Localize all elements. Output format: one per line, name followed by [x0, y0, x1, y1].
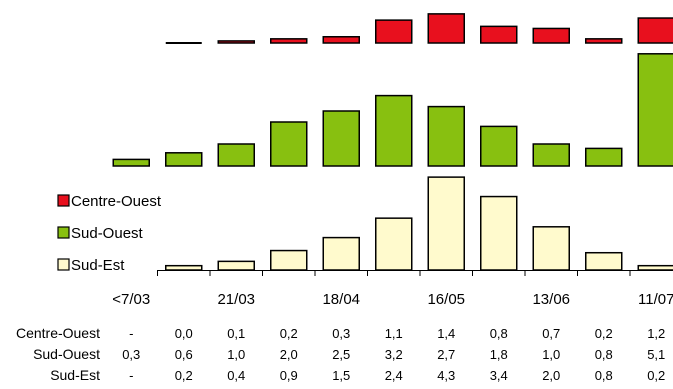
table-cell: 0,0 — [175, 326, 193, 341]
table-cell: 2,0 — [280, 347, 298, 362]
x-tick-label: 13/06 — [532, 291, 570, 308]
table-cell: 0,8 — [595, 368, 613, 383]
series-centre-ouest — [165, 13, 673, 44]
bar-sud-ouest — [637, 53, 673, 167]
bar-centre-ouest — [637, 17, 673, 44]
x-tick-label: 18/04 — [322, 291, 360, 308]
table-cell: 1,0 — [542, 347, 560, 362]
bar-sud-est — [322, 236, 360, 271]
bar-sud-ouest — [532, 143, 570, 167]
bar-sud-ouest — [427, 105, 465, 167]
bar-centre-ouest — [480, 25, 518, 44]
bar-sud-ouest — [375, 94, 413, 167]
table-cell: 0,1 — [227, 326, 245, 341]
bar-sud-est — [427, 176, 465, 271]
table-cell: 0,6 — [175, 347, 193, 362]
bar-sud-est — [480, 195, 518, 271]
table-row-label: Sud-Ouest — [33, 346, 100, 362]
bar-centre-ouest — [585, 38, 623, 44]
table-cell: 0,4 — [227, 368, 245, 383]
legend-label-centre-ouest: Centre-Ouest — [71, 193, 162, 210]
legend-swatch-centre-ouest — [57, 194, 70, 207]
bar-sud-ouest — [270, 121, 308, 167]
bar-sud-ouest — [165, 152, 203, 167]
table-cell: 1,1 — [385, 326, 403, 341]
table-cell: 0,2 — [175, 368, 193, 383]
bar-centre-ouest — [270, 38, 308, 44]
x-tick-label: <7/03 — [112, 291, 150, 308]
legend-label-sud-est: Sud-Est — [71, 257, 125, 274]
bar-sud-est — [375, 217, 413, 271]
table-cell: - — [129, 326, 133, 341]
bar-sud-est — [165, 264, 203, 271]
bar-sud-est — [270, 249, 308, 271]
table-cell: 0,8 — [595, 347, 613, 362]
legend: Centre-Ouest Sud-Ouest Sud-Est — [57, 193, 162, 274]
table-row-label: Sud-Est — [50, 367, 100, 383]
bar-centre-ouest — [322, 36, 360, 44]
bar-sud-ouest — [480, 125, 518, 167]
table-cell: 0,9 — [280, 368, 298, 383]
table-cell: 2,4 — [385, 368, 403, 383]
bar-sud-ouest — [322, 110, 360, 167]
bar-sud-ouest — [217, 143, 255, 167]
bar-sud-est — [532, 226, 570, 271]
series-sud-ouest — [112, 53, 673, 167]
x-ticks — [157, 270, 631, 276]
bar-sud-ouest — [112, 158, 150, 167]
legend-swatch-sud-est — [57, 258, 70, 271]
table-cell: 0,2 — [280, 326, 298, 341]
table-cell: 1,4 — [437, 326, 455, 341]
table-cell: 0,2 — [647, 368, 665, 383]
table-cell: 0,3 — [332, 326, 350, 341]
table-cell: 1,8 — [490, 347, 508, 362]
bar-sud-est — [217, 260, 255, 271]
legend-swatch-sud-ouest — [57, 226, 70, 239]
table-cell: 2,0 — [542, 368, 560, 383]
bar-centre-ouest — [217, 40, 255, 44]
table-cell: 2,7 — [437, 347, 455, 362]
table-cell: 0,7 — [542, 326, 560, 341]
table-cell: 0,2 — [595, 326, 613, 341]
x-tick-labels: <7/03 21/03 18/04 16/05 13/06 11/07 — [112, 291, 673, 308]
bar-centre-ouest — [532, 27, 570, 44]
table-cell: 5,1 — [647, 347, 665, 362]
table-cell: 3,4 — [490, 368, 508, 383]
table-row-label: Centre-Ouest — [16, 325, 100, 341]
table-cell: 0,8 — [490, 326, 508, 341]
legend-label-sud-ouest: Sud-Ouest — [71, 225, 144, 242]
table-cell: 1,0 — [227, 347, 245, 362]
table-cell: 1,5 — [332, 368, 350, 383]
x-tick-label: 16/05 — [427, 291, 465, 308]
bar-centre-ouest — [375, 19, 413, 44]
table-cell: - — [129, 368, 133, 383]
table-cell: 1,2 — [647, 326, 665, 341]
table-cell: 4,3 — [437, 368, 455, 383]
bar-sud-est — [637, 264, 673, 271]
table-cell: 0,3 — [122, 347, 140, 362]
table-cell: 3,2 — [385, 347, 403, 362]
x-tick-label: 11/07 — [638, 291, 673, 308]
bar-sud-ouest — [585, 147, 623, 167]
bar-centre-ouest — [427, 13, 465, 44]
x-tick-label: 21/03 — [217, 291, 255, 308]
bar-sud-est — [585, 251, 623, 271]
data-table: Centre-Ouest - 0,0 0,1 0,2 0,3 1,1 1,4 0,8 0,7 0,2… — [16, 325, 665, 383]
series-sud-est — [165, 176, 673, 271]
table-cell: 2,5 — [332, 347, 350, 362]
